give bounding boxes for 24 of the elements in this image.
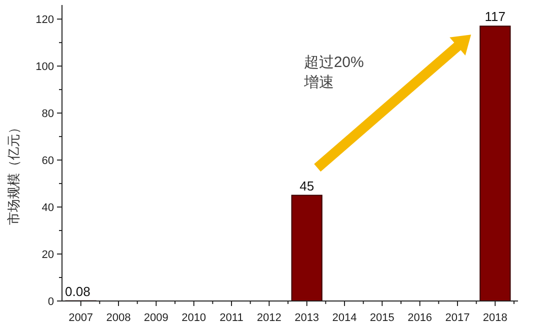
y-tick-label: 20 [42,249,54,262]
y-tick-label: 40 [42,202,54,214]
x-tick-label: 2009 [144,312,168,324]
x-tick-label: 2007 [68,312,94,324]
y-tick-label: 120 [36,14,54,26]
x-tick-label: 2014 [332,312,357,324]
x-tick-label: 2010 [182,312,206,324]
y-axis-title: 市场规模（亿元） [6,121,21,225]
x-tick-label: 2018 [482,312,508,324]
x-tick-label: 2013 [294,312,320,324]
x-tick-label: 2012 [256,312,282,324]
data-label: 0.08 [65,284,90,299]
x-tick-label: 2008 [106,312,131,324]
y-tick-label: 100 [36,61,54,74]
x-tick-label: 2011 [220,312,244,324]
y-tick-label: 0 [48,296,54,308]
y-tick-label: 60 [42,155,54,168]
x-tick-label: 2015 [370,312,394,324]
x-tick-label: 2016 [408,312,432,324]
data-label: 45 [300,178,314,194]
annotation: 超过20% 增速 [302,54,364,92]
data-label: 117 [484,9,506,24]
y-tick-label: 80 [42,108,54,120]
x-tick-label: 2017 [445,312,470,324]
